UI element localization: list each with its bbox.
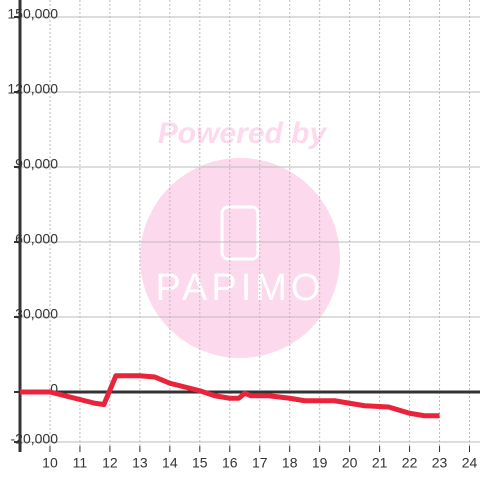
x-tick-label: 20 (342, 455, 358, 471)
y-tick-label: 150,000 (7, 6, 58, 22)
x-tick-label: 18 (282, 455, 298, 471)
x-tick-label: 19 (312, 455, 328, 471)
labels: 10 11 12 13 14 15 16 17 18 19 20 21 22 23 24 -20,000 0 30… (7, 6, 477, 471)
plot: 10 11 12 13 14 15 16 17 18 19 20 21 22 23 24 -20,000 0 30… (7, 0, 480, 471)
x-tick-label: 16 (222, 455, 238, 471)
watermark-logo: PAPIMO (156, 267, 325, 309)
x-tick-label: 11 (73, 455, 88, 471)
y-tick-label: 30,000 (15, 306, 58, 322)
x-tick-label: 14 (162, 455, 178, 471)
x-tick-label: 22 (402, 455, 418, 471)
y-tick-label: 0 (50, 381, 58, 397)
watermark-icon (220, 205, 260, 261)
x-tick-label: 12 (102, 455, 118, 471)
x-tick-label: 13 (132, 455, 148, 471)
x-tick-label: 10 (42, 455, 58, 471)
y-tick-label: 90,000 (15, 156, 58, 172)
x-tick-label: 23 (432, 455, 448, 471)
y-tick-label: 120,000 (7, 81, 58, 97)
grid (14, 0, 480, 452)
x-tick-label: 15 (192, 455, 208, 471)
series-line (20, 373, 440, 419)
y-tick-label: -20,000 (11, 431, 59, 447)
watermark-text: Powered by (158, 117, 328, 150)
x-tick-label: 24 (462, 455, 478, 471)
x-tick-label: 17 (252, 455, 268, 471)
y-tick-label: 60,000 (15, 231, 58, 247)
x-tick-label: 21 (372, 455, 388, 471)
